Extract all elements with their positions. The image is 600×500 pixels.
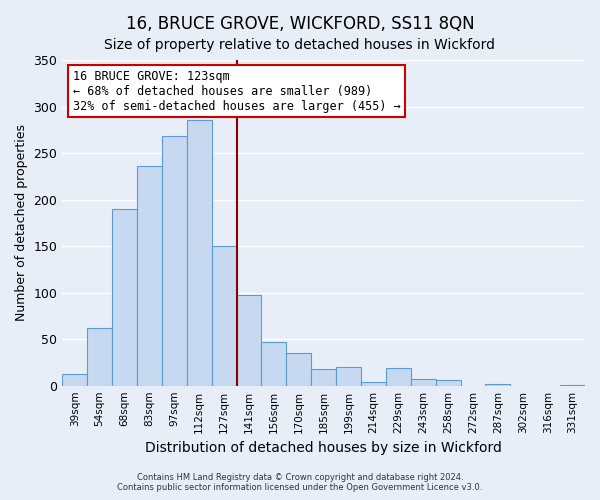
Bar xyxy=(386,368,411,386)
Text: 16, BRUCE GROVE, WICKFORD, SS11 8QN: 16, BRUCE GROVE, WICKFORD, SS11 8QN xyxy=(125,15,475,33)
Bar xyxy=(411,379,436,386)
Bar xyxy=(212,246,236,386)
Bar xyxy=(262,342,286,386)
Bar xyxy=(62,374,87,386)
Bar xyxy=(336,367,361,386)
Bar xyxy=(112,209,137,386)
Bar xyxy=(236,296,262,386)
Bar xyxy=(162,136,187,386)
Bar xyxy=(187,120,212,386)
Bar xyxy=(286,353,311,386)
Bar xyxy=(137,166,162,386)
Y-axis label: Number of detached properties: Number of detached properties xyxy=(15,124,28,322)
Text: 16 BRUCE GROVE: 123sqm
← 68% of detached houses are smaller (989)
32% of semi-de: 16 BRUCE GROVE: 123sqm ← 68% of detached… xyxy=(73,70,400,113)
Bar xyxy=(436,380,461,386)
Bar xyxy=(311,369,336,386)
Bar xyxy=(560,385,585,386)
Bar xyxy=(485,384,511,386)
Bar xyxy=(361,382,386,386)
X-axis label: Distribution of detached houses by size in Wickford: Distribution of detached houses by size … xyxy=(145,441,502,455)
Text: Size of property relative to detached houses in Wickford: Size of property relative to detached ho… xyxy=(104,38,496,52)
Text: Contains HM Land Registry data © Crown copyright and database right 2024.
Contai: Contains HM Land Registry data © Crown c… xyxy=(118,473,482,492)
Bar xyxy=(87,328,112,386)
